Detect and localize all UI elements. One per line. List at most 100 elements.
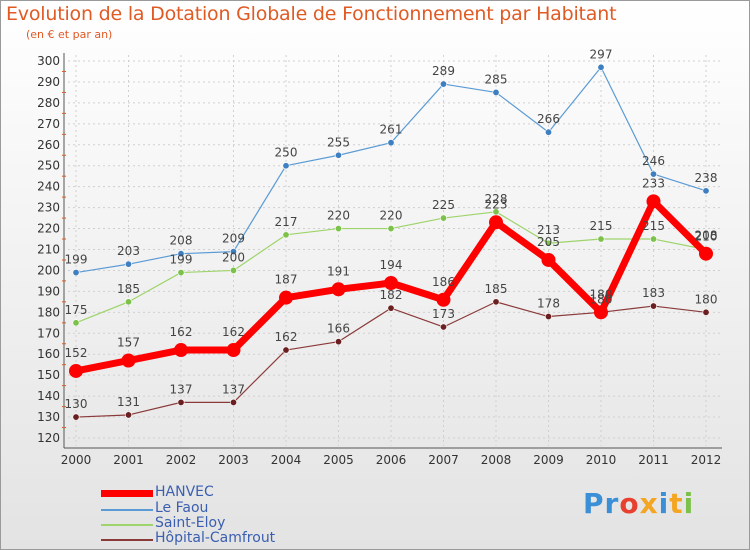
data-label: 289 [432,64,455,78]
data-point-hopital-camfrout [72,413,80,421]
data-label: 182 [380,288,403,302]
data-point-le-faou [177,250,185,258]
y-tick-label: 130 [37,410,60,424]
data-point-hopital-camfrout [334,338,342,346]
x-tick-label: 2012 [691,453,722,467]
data-label: 180 [590,292,613,306]
data-label: 162 [222,325,245,339]
data-point-hanvec [226,343,241,358]
data-label: 220 [327,209,350,223]
legend-label-saint-eloy: Saint-Eloy [155,515,226,531]
x-tick-label: 2007 [428,453,459,467]
x-tick-label: 2004 [271,453,302,467]
data-point-hopital-camfrout [282,346,290,354]
data-label: 210 [695,230,718,244]
grid-lines [68,55,720,446]
y-tick-label: 140 [37,389,60,403]
y-tick-label: 240 [37,180,60,194]
legend-label-hanvec: HANVEC [155,484,214,500]
y-tick-label: 250 [37,159,60,173]
y-tick-label: 270 [37,117,60,131]
data-point-le-faou [72,269,80,277]
data-point-hopital-camfrout [544,313,552,321]
data-label: 186 [432,275,455,289]
y-tick-label: 150 [37,368,60,382]
data-label: 246 [642,154,665,168]
data-point-hanvec [489,215,503,230]
data-point-hanvec [69,363,83,378]
data-point-saint-eloy [125,298,133,306]
y-tick-label: 210 [37,243,60,257]
data-label: 203 [117,244,140,258]
data-labels: 199 203 208 209 250 255 261 289 285 266 297 246 238 1… [65,47,718,411]
data-label: 215 [590,219,613,233]
series-lines [69,63,713,421]
data-point-hanvec [646,194,661,209]
data-point-le-faou [702,187,710,195]
data-label: 162 [275,330,298,344]
data-label: 220 [380,209,403,223]
y-tick-label: 230 [37,201,60,215]
data-point-hopital-camfrout [387,304,395,312]
logo-letter: P [583,487,605,520]
data-point-hopital-camfrout [439,323,447,331]
data-point-saint-eloy [177,269,185,277]
logo-letter: r [604,487,620,520]
y-tick-label: 200 [37,263,60,277]
data-point-saint-eloy [230,266,238,274]
data-point-hanvec [436,292,451,307]
data-label: 185 [485,282,508,296]
data-label: 208 [170,234,193,248]
y-tick-label: 170 [37,326,60,340]
data-point-saint-eloy [597,235,605,243]
data-point-saint-eloy [492,208,500,216]
data-point-hanvec [384,276,398,291]
data-point-le-faou [230,248,238,256]
data-label: 217 [275,215,298,229]
y-tick-label: 120 [37,431,60,445]
x-tick-label: 2010 [586,453,617,467]
data-label: 266 [537,112,560,126]
data-label: 157 [117,336,140,350]
data-point-le-faou [439,80,447,88]
data-label: 215 [642,219,665,233]
data-point-hanvec [331,282,346,297]
y-tick-label: 190 [37,284,60,298]
x-tick-label: 2002 [166,453,197,467]
data-point-hanvec [541,252,556,267]
data-point-hopital-camfrout [177,398,185,406]
series-line-hopital-camfrout [75,301,707,418]
y-tick-label: 290 [37,75,60,89]
data-label: 205 [537,235,560,249]
x-tick-label: 2011 [638,453,669,467]
x-tick-label: 2008 [481,453,512,467]
chart-title: Evolution de la Dotation Globale de Fonc… [6,3,617,25]
logo-letter: t [669,487,684,520]
data-label: 223 [485,197,508,211]
data-label: 199 [170,253,193,267]
y-tick-label: 180 [37,305,60,319]
data-point-le-faou [125,260,133,268]
legend-swatch-hanvec [101,490,153,497]
data-label: 130 [65,397,88,411]
data-label: 162 [170,325,193,339]
data-label: 131 [117,395,140,409]
data-point-hanvec [121,353,136,368]
y-tick-label: 160 [37,347,60,361]
data-label: 208 [695,229,718,243]
data-label: 152 [65,346,88,360]
data-label: 166 [327,322,350,336]
x-tick-label: 2001 [113,453,144,467]
data-label: 185 [117,282,140,296]
data-label: 285 [485,72,508,86]
data-label: 187 [275,273,298,287]
data-label: 178 [537,297,560,311]
legend-label-hopital-camfrout: Hôpital-Camfrout [155,530,276,546]
legend-swatch-saint-eloy [101,524,153,526]
data-label: 238 [695,171,718,185]
logo-letter: i [658,487,670,520]
data-point-saint-eloy [649,235,657,243]
data-label: 297 [590,47,613,61]
data-point-le-faou [544,128,552,136]
